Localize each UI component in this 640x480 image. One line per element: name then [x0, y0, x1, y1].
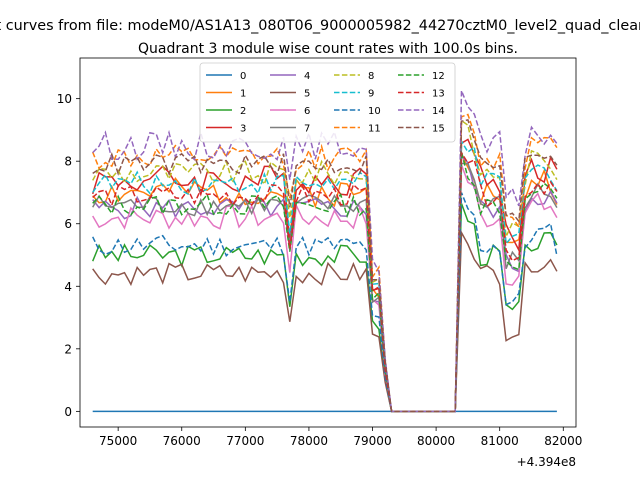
series-line-8 — [92, 119, 558, 413]
legend-label-12: 12 — [432, 71, 445, 82]
series-line-10 — [92, 192, 558, 413]
legend-label-15: 15 — [432, 124, 445, 135]
y-tick-label: 6 — [64, 217, 72, 231]
legend-label-7: 7 — [304, 124, 310, 135]
series-line-13 — [92, 150, 558, 413]
chart-title: Quadrant 3 module wise count rates with … — [138, 41, 518, 57]
x-offset-label: +4.394e8 — [517, 455, 576, 469]
x-tick-label: 78000 — [290, 434, 328, 448]
axes-frame — [79, 57, 577, 428]
axis-layer: 75000 76000 77000 78000 79000 80000 81000 82000… — [57, 92, 583, 448]
x-tick-label: 82000 — [544, 434, 582, 448]
x-tick-label: 79000 — [353, 434, 391, 448]
legend-label-5: 5 — [304, 89, 310, 100]
series-line-15 — [92, 119, 558, 413]
legend-label-6: 6 — [304, 106, 310, 117]
y-tick-label: 8 — [64, 155, 72, 169]
figure-suptitle: Light curves from file: modeM0/AS1A13_08… — [0, 18, 640, 34]
series-line-12 — [92, 151, 558, 413]
legend-label-0: 0 — [240, 71, 246, 82]
x-tick-label: 75000 — [99, 434, 137, 448]
legend-label-14: 14 — [432, 106, 445, 117]
legend-label-8: 8 — [368, 71, 374, 82]
y-tick-label: 0 — [64, 405, 72, 419]
legend-label-10: 10 — [368, 106, 381, 117]
series-line-2 — [92, 203, 558, 413]
legend-label-9: 9 — [368, 89, 374, 100]
series-line-7 — [92, 162, 558, 413]
series-line-11 — [92, 113, 558, 413]
y-tick-label: 2 — [64, 342, 72, 356]
x-tick-label: 80000 — [417, 434, 455, 448]
y-tick-label: 4 — [64, 280, 72, 294]
x-tick-label: 77000 — [226, 434, 264, 448]
x-tick-label: 76000 — [163, 434, 201, 448]
y-tick-label: 10 — [57, 92, 72, 106]
legend-label-3: 3 — [240, 124, 246, 135]
legend-label-4: 4 — [304, 71, 310, 82]
x-tick-label: 81000 — [481, 434, 519, 448]
legend-box — [199, 62, 456, 143]
legend-label-2: 2 — [240, 106, 246, 117]
series-line-5 — [92, 229, 558, 413]
legend-label-1: 1 — [240, 89, 246, 100]
plot-area — [79, 57, 577, 428]
legend-label-11: 11 — [368, 124, 381, 135]
legend-label-13: 13 — [432, 89, 445, 100]
